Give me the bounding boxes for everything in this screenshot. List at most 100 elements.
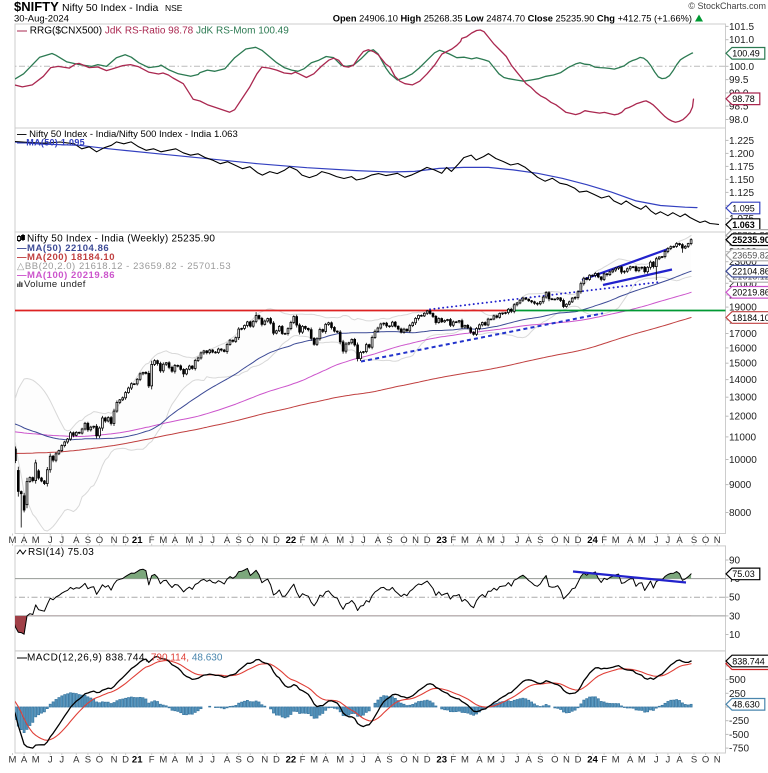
svg-text:Volume undef: Volume undef [24,279,86,290]
svg-text:O: O [551,535,558,546]
svg-text:A: A [476,755,483,766]
svg-text:J: J [500,535,505,546]
svg-text:N: N [714,535,721,546]
svg-text:D: D [273,535,280,546]
svg-text:22104.86: 22104.86 [732,267,768,277]
svg-text:J: J [48,755,53,766]
svg-text:A: A [476,535,483,546]
svg-text:S: S [85,755,91,766]
svg-text:RSI(14) 75.03: RSI(14) 75.03 [28,547,94,558]
svg-text:M: M [638,535,646,546]
svg-text:J: J [515,755,520,766]
svg-text:11000: 11000 [729,432,757,443]
svg-text:A: A [73,755,80,766]
svg-text:21: 21 [132,755,143,766]
svg-text:30-Aug-2024: 30-Aug-2024 [14,14,69,25]
svg-text:98.0: 98.0 [729,115,749,126]
svg-text:A: A [224,755,231,766]
svg-text:M: M [612,755,620,766]
svg-text:13000: 13000 [729,393,757,404]
svg-text:F: F [450,755,456,766]
svg-text:M: M [638,755,646,766]
svg-text:M: M [9,755,17,766]
svg-text:A: A [375,535,382,546]
svg-text:17000: 17000 [729,329,757,340]
svg-text:A: A [526,535,533,546]
svg-text:1.095: 1.095 [732,203,755,213]
svg-text:N: N [412,755,419,766]
svg-text:J: J [500,755,505,766]
svg-text:9000: 9000 [729,480,752,491]
svg-text:M: M [310,755,318,766]
svg-text:M: M [336,755,344,766]
svg-text:A: A [323,755,330,766]
svg-text:-750: -750 [729,744,749,755]
svg-text:F: F [300,535,306,546]
svg-text:20219.86: 20219.86 [732,288,768,298]
svg-text:N: N [111,535,118,546]
svg-text:A: A [224,535,231,546]
svg-text:F: F [149,755,155,766]
svg-text:M: M [336,535,344,546]
svg-text:J: J [210,535,215,546]
svg-text:S: S [85,535,91,546]
svg-text:A: A [172,755,179,766]
svg-text:8000: 8000 [729,508,752,519]
svg-text:J: J [361,755,366,766]
svg-text:25235.90: 25235.90 [732,235,768,245]
svg-text:90: 90 [729,556,741,567]
svg-text:O: O [702,755,709,766]
svg-text:M: M [612,535,620,546]
svg-text:23659.82: 23659.82 [732,250,768,260]
svg-text:Open 24906.10 High 25268.35 Lo: Open 24906.10 High 25268.35 Low 24874.70… [333,14,692,24]
svg-text:S: S [691,755,697,766]
svg-text:F: F [601,535,607,546]
svg-text:O: O [96,755,103,766]
svg-text:J: J [210,755,215,766]
svg-text:S: S [236,755,242,766]
svg-text:10: 10 [729,630,741,641]
svg-text:A: A [21,535,28,546]
svg-text:N: N [111,755,118,766]
svg-text:A: A [323,535,330,546]
svg-text:J: J [349,535,354,546]
svg-text:N: N [714,755,721,766]
svg-text:J: J [48,535,53,546]
svg-text:838.744: 838.744 [732,656,765,666]
svg-text:N: N [563,755,570,766]
svg-text:24: 24 [587,535,598,546]
svg-text:S: S [236,535,242,546]
svg-text:D: D [122,535,129,546]
svg-text:M: M [32,535,40,546]
svg-text:S: S [537,535,543,546]
svg-text:S: S [386,535,392,546]
svg-text:Nifty 50 Index - India: Nifty 50 Index - India [62,2,158,14]
svg-text:J: J [666,535,671,546]
svg-text:F: F [450,535,456,546]
svg-text:S: S [691,535,697,546]
svg-text:S: S [537,755,543,766]
svg-text:O: O [247,535,254,546]
svg-text:A: A [676,535,683,546]
svg-text:NSE: NSE [165,3,183,13]
svg-text:A: A [172,535,179,546]
svg-text:D: D [273,755,280,766]
svg-text:N: N [412,535,419,546]
svg-text:1.200: 1.200 [729,149,754,160]
svg-text:M: M [185,755,193,766]
svg-text:S: S [386,755,392,766]
svg-text:100.49: 100.49 [732,49,760,59]
svg-text:J: J [349,755,354,766]
svg-text:-250: -250 [729,716,749,727]
svg-text:A: A [676,755,683,766]
svg-text:O: O [702,535,709,546]
svg-text:D: D [424,755,431,766]
svg-text:1.150: 1.150 [729,175,754,186]
svg-text:$NIFTY: $NIFTY [14,0,59,14]
svg-text:M: M [487,755,495,766]
svg-text:J: J [361,535,366,546]
svg-text:F: F [601,755,607,766]
svg-text:N: N [563,535,570,546]
svg-text:A: A [627,535,634,546]
svg-text:23: 23 [436,535,447,546]
